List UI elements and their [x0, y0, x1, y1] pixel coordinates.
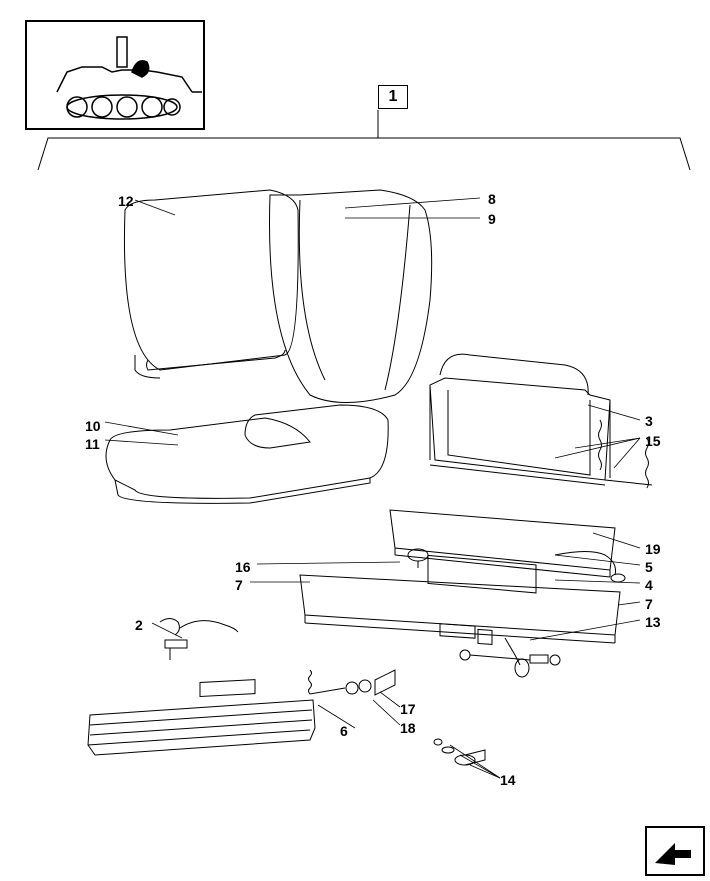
callout-9: 9	[488, 211, 496, 227]
callout-13: 13	[645, 614, 661, 630]
callout-7: 7	[235, 577, 243, 593]
callout-3: 3	[645, 413, 653, 429]
callout-11: 11	[85, 436, 100, 452]
callout-7b: 7	[645, 596, 653, 612]
callout-4: 4	[645, 577, 653, 593]
continuation-icon	[645, 826, 705, 876]
callout-12: 12	[118, 193, 134, 209]
diagram-canvas	[0, 0, 710, 881]
callout-17: 17	[400, 701, 416, 717]
leader-lines	[105, 198, 640, 778]
callout-19: 19	[645, 541, 661, 557]
callout-2: 2	[135, 617, 143, 633]
callout-1-label: 1	[389, 88, 398, 106]
callout-8: 8	[488, 191, 496, 207]
callout-15: 15	[645, 433, 661, 449]
callout-14: 14	[500, 772, 516, 788]
callout-5: 5	[645, 559, 653, 575]
callout-16: 16	[235, 559, 251, 575]
callout-10: 10	[85, 418, 101, 434]
callout-6: 6	[340, 723, 348, 739]
callout-18: 18	[400, 720, 416, 736]
callout-1-box: 1	[378, 85, 408, 109]
